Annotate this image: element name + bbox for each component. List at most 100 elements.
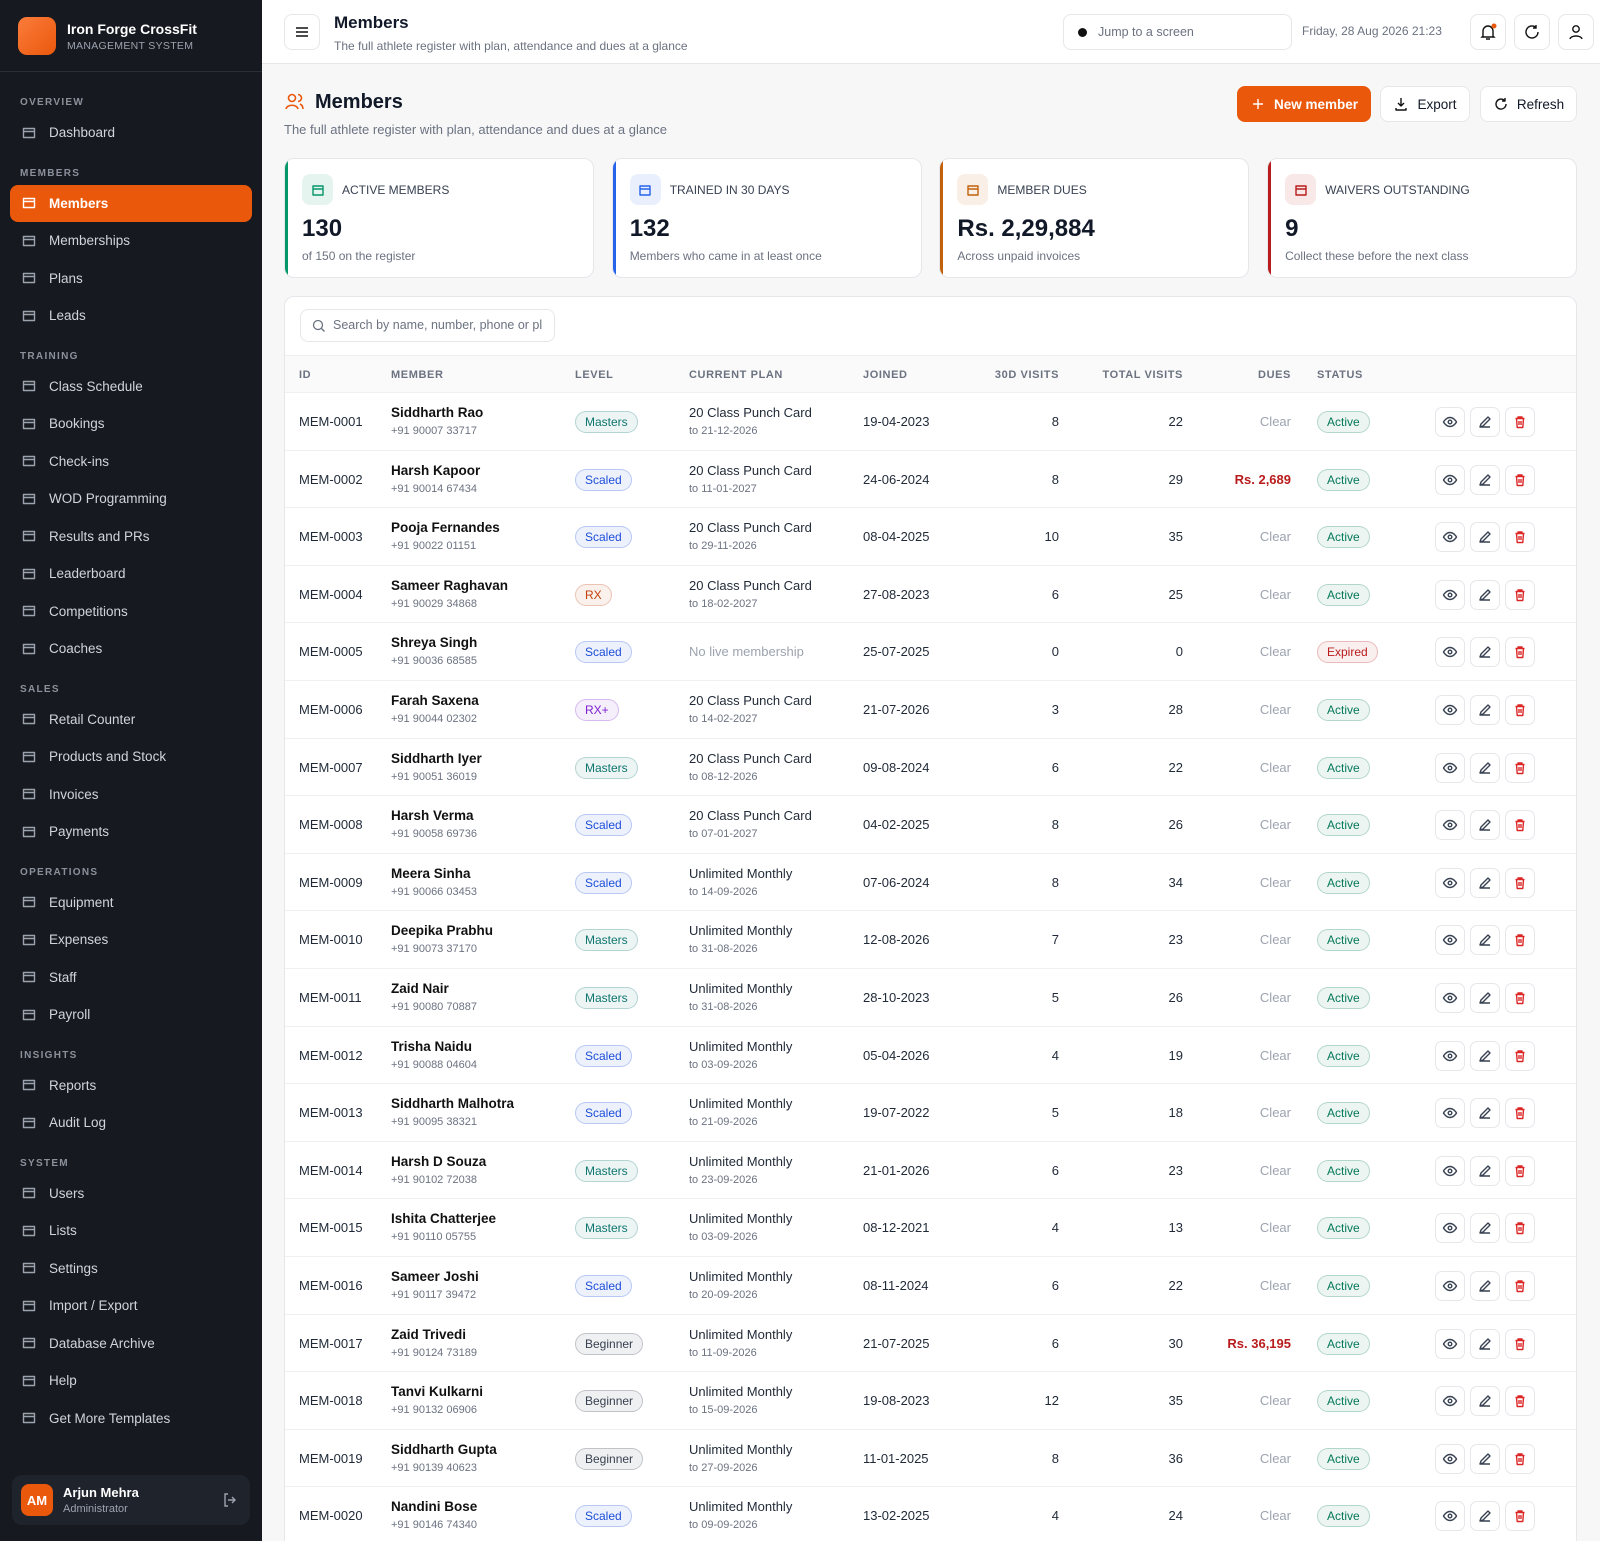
edit-button[interactable] <box>1470 1501 1500 1532</box>
edit-button[interactable] <box>1470 1386 1500 1417</box>
delete-button[interactable] <box>1505 522 1535 553</box>
nav-item[interactable]: Invoices <box>10 776 252 814</box>
edit-button[interactable] <box>1470 1155 1500 1186</box>
nav-item[interactable]: Dashboard <box>10 114 252 152</box>
edit-button[interactable] <box>1470 867 1500 898</box>
delete-button[interactable] <box>1505 810 1535 841</box>
nav-item[interactable]: Settings <box>10 1250 252 1288</box>
edit-button[interactable] <box>1470 752 1500 783</box>
edit-button[interactable] <box>1470 1213 1500 1244</box>
view-button[interactable] <box>1435 752 1465 783</box>
edit-button[interactable] <box>1470 579 1500 610</box>
view-button[interactable] <box>1435 1328 1465 1359</box>
nav-item[interactable]: Bookings <box>10 405 252 443</box>
nav-item[interactable]: Payments <box>10 813 252 851</box>
nav-item[interactable]: Plans <box>10 260 252 298</box>
delete-button[interactable] <box>1505 983 1535 1013</box>
edit-button[interactable] <box>1470 522 1500 553</box>
view-button[interactable] <box>1435 810 1465 841</box>
nav-item[interactable]: Lists <box>10 1212 252 1250</box>
delete-button[interactable] <box>1505 637 1535 668</box>
delete-button[interactable] <box>1505 407 1535 437</box>
nav-item[interactable]: Leads <box>10 297 252 335</box>
nav-item[interactable]: Check-ins <box>10 443 252 481</box>
action-button[interactable]: Export <box>1380 86 1470 122</box>
table-search[interactable]: Search by name, number, phone or pl <box>300 309 555 342</box>
delete-button[interactable] <box>1505 867 1535 898</box>
view-button[interactable] <box>1435 925 1465 956</box>
delete-button[interactable] <box>1505 1040 1535 1071</box>
menu-button[interactable] <box>284 14 320 50</box>
delete-button[interactable] <box>1505 1501 1535 1532</box>
delete-button[interactable] <box>1505 464 1535 495</box>
edit-button[interactable] <box>1470 1443 1500 1474</box>
delete-button[interactable] <box>1505 1443 1535 1474</box>
edit-button[interactable] <box>1470 810 1500 841</box>
delete-button[interactable] <box>1505 1213 1535 1244</box>
nav-item[interactable]: Import / Export <box>10 1287 252 1325</box>
nav-item[interactable]: Users <box>10 1175 252 1213</box>
edit-button[interactable] <box>1470 464 1500 495</box>
view-button[interactable] <box>1435 407 1465 437</box>
delete-button[interactable] <box>1505 1098 1535 1129</box>
nav-item[interactable]: Audit Log <box>10 1104 252 1142</box>
view-button[interactable] <box>1435 1213 1465 1244</box>
delete-button[interactable] <box>1505 695 1535 725</box>
notifications[interactable] <box>1470 14 1506 50</box>
jump-search[interactable]: Jump to a screen <box>1063 14 1292 50</box>
edit-button[interactable] <box>1470 925 1500 956</box>
nav-item[interactable]: Coaches <box>10 630 252 668</box>
nav-item[interactable]: Products and Stock <box>10 738 252 776</box>
delete-button[interactable] <box>1505 1386 1535 1417</box>
nav-item[interactable]: Memberships <box>10 222 252 260</box>
view-button[interactable] <box>1435 983 1465 1013</box>
edit-button[interactable] <box>1470 983 1500 1013</box>
nav-item[interactable]: Retail Counter <box>10 701 252 739</box>
view-button[interactable] <box>1435 1155 1465 1186</box>
view-button[interactable] <box>1435 695 1465 725</box>
nav-item[interactable]: WOD Programming <box>10 480 252 518</box>
nav-item[interactable]: Database Archive <box>10 1325 252 1363</box>
nav-item[interactable]: Equipment <box>10 884 252 922</box>
view-button[interactable] <box>1435 579 1465 610</box>
nav-item[interactable]: Results and PRs <box>10 518 252 556</box>
view-button[interactable] <box>1435 1443 1465 1474</box>
view-button[interactable] <box>1435 522 1465 553</box>
edit-button[interactable] <box>1470 1098 1500 1129</box>
view-button[interactable] <box>1435 1501 1465 1532</box>
delete-button[interactable] <box>1505 579 1535 610</box>
view-button[interactable] <box>1435 637 1465 668</box>
edit-button[interactable] <box>1470 1328 1500 1359</box>
edit-button[interactable] <box>1470 637 1500 668</box>
action-button[interactable]: New member <box>1237 86 1371 122</box>
delete-button[interactable] <box>1505 1271 1535 1301</box>
reload[interactable] <box>1514 14 1550 50</box>
logout[interactable] <box>222 1492 238 1508</box>
view-button[interactable] <box>1435 1386 1465 1417</box>
nav-item[interactable]: Help <box>10 1362 252 1400</box>
nav-item[interactable]: Class Schedule <box>10 368 252 406</box>
edit-button[interactable] <box>1470 695 1500 725</box>
nav-item[interactable]: Staff <box>10 959 252 997</box>
delete-button[interactable] <box>1505 925 1535 956</box>
view-button[interactable] <box>1435 1040 1465 1071</box>
nav-item[interactable]: Members <box>10 184 252 222</box>
action-button[interactable]: Refresh <box>1480 86 1577 122</box>
view-button[interactable] <box>1435 867 1465 898</box>
nav-item[interactable]: Get More Templates <box>10 1400 252 1438</box>
nav-item[interactable]: Competitions <box>10 593 252 631</box>
edit-button[interactable] <box>1470 407 1500 437</box>
delete-button[interactable] <box>1505 1155 1535 1186</box>
profile[interactable] <box>1558 14 1594 50</box>
view-button[interactable] <box>1435 1271 1465 1301</box>
delete-button[interactable] <box>1505 1328 1535 1359</box>
nav-item[interactable]: Reports <box>10 1067 252 1105</box>
nav-item[interactable]: Payroll <box>10 996 252 1034</box>
edit-button[interactable] <box>1470 1040 1500 1071</box>
edit-button[interactable] <box>1470 1271 1500 1301</box>
delete-button[interactable] <box>1505 752 1535 783</box>
view-button[interactable] <box>1435 1098 1465 1129</box>
view-button[interactable] <box>1435 464 1465 495</box>
nav-item[interactable]: Leaderboard <box>10 555 252 593</box>
nav-item[interactable]: Expenses <box>10 921 252 959</box>
